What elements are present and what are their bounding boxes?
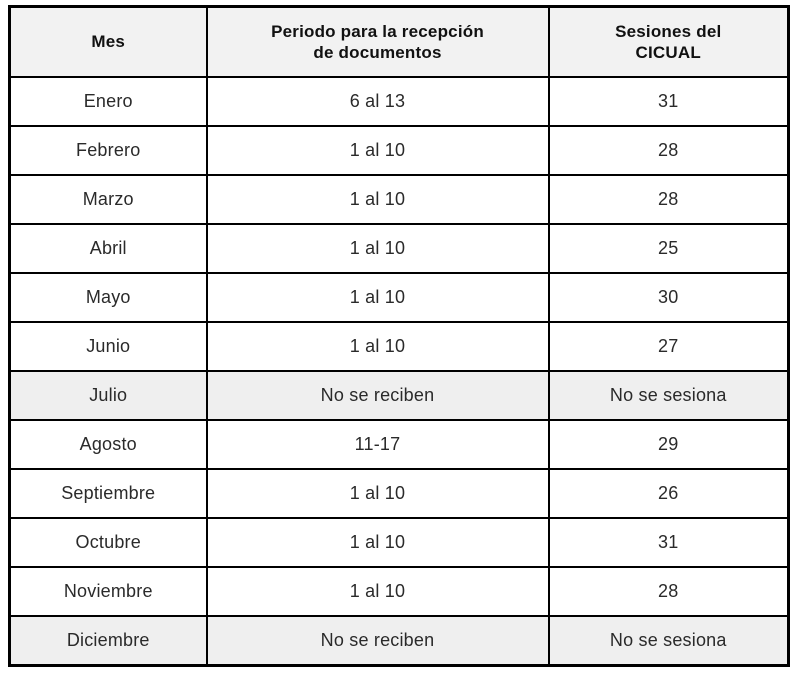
- table-row: Julio No se reciben No se sesiona: [8, 370, 790, 421]
- cicual-calendar-table-container: Mes Periodo para la recepción de documen…: [8, 5, 790, 667]
- column-header-sesiones-cicual: Sesiones del CICUAL: [547, 5, 790, 78]
- table-row: Noviembre 1 al 10 28: [8, 566, 790, 617]
- cell-mes: Abril: [8, 223, 208, 274]
- cell-sesiones: 31: [547, 76, 790, 127]
- cell-sesiones: 25: [547, 223, 790, 274]
- table-row: Octubre 1 al 10 31: [8, 517, 790, 568]
- cell-sesiones: 26: [547, 468, 790, 519]
- cell-periodo: No se reciben: [205, 615, 550, 667]
- table-row: Septiembre 1 al 10 26: [8, 468, 790, 519]
- cell-sesiones: 28: [547, 174, 790, 225]
- cell-sesiones: 29: [547, 419, 790, 470]
- cell-mes: Julio: [8, 370, 208, 421]
- table-body: Enero 6 al 13 31 Febrero 1 al 10 28 Marz…: [8, 76, 790, 667]
- table-row: Mayo 1 al 10 30: [8, 272, 790, 323]
- cell-mes: Agosto: [8, 419, 208, 470]
- column-header-mes: Mes: [8, 5, 208, 78]
- column-header-periodo-recepcion: Periodo para la recepción de documentos: [205, 5, 550, 78]
- cell-sesiones: 30: [547, 272, 790, 323]
- cell-periodo: 1 al 10: [205, 174, 550, 225]
- table-row: Agosto 11-17 29: [8, 419, 790, 470]
- cell-periodo: 1 al 10: [205, 468, 550, 519]
- cell-periodo: 11-17: [205, 419, 550, 470]
- cell-mes: Septiembre: [8, 468, 208, 519]
- cell-mes: Febrero: [8, 125, 208, 176]
- cell-mes: Diciembre: [8, 615, 208, 667]
- cell-mes: Marzo: [8, 174, 208, 225]
- cell-mes: Enero: [8, 76, 208, 127]
- cell-sesiones: 28: [547, 125, 790, 176]
- cell-mes: Noviembre: [8, 566, 208, 617]
- cell-periodo: 1 al 10: [205, 517, 550, 568]
- cell-sesiones: 31: [547, 517, 790, 568]
- cell-sesiones: 28: [547, 566, 790, 617]
- cell-periodo: 1 al 10: [205, 272, 550, 323]
- cell-mes: Mayo: [8, 272, 208, 323]
- table-row: Abril 1 al 10 25: [8, 223, 790, 274]
- cell-mes: Octubre: [8, 517, 208, 568]
- table-row: Marzo 1 al 10 28: [8, 174, 790, 225]
- table-row: Junio 1 al 10 27: [8, 321, 790, 372]
- table-row: Enero 6 al 13 31: [8, 76, 790, 127]
- cicual-calendar-table: Mes Periodo para la recepción de documen…: [8, 5, 790, 667]
- cell-periodo: 1 al 10: [205, 223, 550, 274]
- header-row: Mes Periodo para la recepción de documen…: [8, 5, 790, 78]
- cell-mes: Junio: [8, 321, 208, 372]
- cell-periodo: 1 al 10: [205, 566, 550, 617]
- cell-periodo: 1 al 10: [205, 125, 550, 176]
- cell-periodo: No se reciben: [205, 370, 550, 421]
- table-row: Diciembre No se reciben No se sesiona: [8, 615, 790, 667]
- table-row: Febrero 1 al 10 28: [8, 125, 790, 176]
- cell-periodo: 6 al 13: [205, 76, 550, 127]
- cell-sesiones: No se sesiona: [547, 615, 790, 667]
- cell-sesiones: 27: [547, 321, 790, 372]
- cell-periodo: 1 al 10: [205, 321, 550, 372]
- cell-sesiones: No se sesiona: [547, 370, 790, 421]
